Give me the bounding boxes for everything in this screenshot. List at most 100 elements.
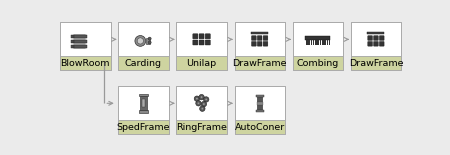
FancyBboxPatch shape bbox=[205, 34, 210, 39]
Bar bbox=[118, 22, 169, 56]
Bar bbox=[256, 110, 264, 112]
Text: Unilap: Unilap bbox=[186, 59, 216, 68]
Bar bbox=[72, 40, 86, 43]
Bar bbox=[118, 86, 169, 120]
FancyBboxPatch shape bbox=[205, 40, 210, 45]
Bar bbox=[60, 22, 111, 70]
Text: SpedFrame: SpedFrame bbox=[117, 123, 170, 132]
Bar bbox=[234, 86, 285, 134]
Bar bbox=[74, 40, 87, 43]
Bar bbox=[292, 22, 343, 56]
Bar bbox=[292, 56, 343, 70]
Bar bbox=[256, 95, 264, 97]
Bar bbox=[315, 40, 316, 45]
Circle shape bbox=[201, 101, 207, 107]
Circle shape bbox=[200, 96, 203, 98]
Bar bbox=[351, 56, 401, 70]
Bar bbox=[73, 40, 86, 43]
Text: Combing: Combing bbox=[297, 59, 339, 68]
Bar bbox=[351, 22, 401, 56]
Bar bbox=[118, 86, 169, 134]
Bar bbox=[325, 40, 327, 45]
FancyBboxPatch shape bbox=[263, 36, 268, 40]
Circle shape bbox=[203, 103, 205, 105]
FancyBboxPatch shape bbox=[374, 36, 378, 40]
Bar bbox=[73, 35, 86, 38]
Text: DrawFrame: DrawFrame bbox=[233, 59, 287, 68]
Bar bbox=[256, 102, 263, 105]
Bar bbox=[72, 35, 86, 38]
Bar bbox=[257, 96, 262, 111]
FancyBboxPatch shape bbox=[252, 36, 256, 40]
Bar bbox=[309, 40, 310, 45]
Circle shape bbox=[135, 35, 146, 46]
Circle shape bbox=[196, 101, 201, 106]
FancyBboxPatch shape bbox=[257, 42, 262, 46]
Bar bbox=[74, 35, 87, 38]
FancyBboxPatch shape bbox=[379, 36, 384, 40]
Text: AutoConer: AutoConer bbox=[234, 123, 285, 132]
Bar bbox=[351, 22, 401, 70]
Bar bbox=[307, 40, 309, 45]
FancyBboxPatch shape bbox=[199, 34, 204, 39]
Circle shape bbox=[137, 38, 144, 44]
Circle shape bbox=[196, 97, 198, 100]
Bar bbox=[311, 40, 312, 45]
Circle shape bbox=[199, 94, 204, 100]
Bar bbox=[313, 40, 314, 45]
FancyBboxPatch shape bbox=[193, 34, 198, 39]
Bar bbox=[176, 56, 227, 70]
FancyBboxPatch shape bbox=[368, 42, 373, 46]
Bar bbox=[234, 120, 285, 134]
FancyBboxPatch shape bbox=[257, 36, 262, 40]
Circle shape bbox=[203, 97, 209, 102]
Bar bbox=[139, 94, 148, 96]
Bar bbox=[329, 40, 330, 45]
Bar bbox=[234, 86, 285, 120]
Circle shape bbox=[200, 106, 205, 111]
FancyBboxPatch shape bbox=[252, 42, 256, 46]
Circle shape bbox=[148, 41, 151, 44]
Bar bbox=[73, 45, 86, 48]
Bar bbox=[176, 86, 227, 120]
Bar bbox=[146, 38, 150, 44]
FancyBboxPatch shape bbox=[374, 42, 378, 46]
Bar bbox=[176, 120, 227, 134]
Bar bbox=[324, 40, 325, 45]
Text: RingFrame: RingFrame bbox=[176, 123, 227, 132]
Bar bbox=[320, 40, 321, 45]
Circle shape bbox=[201, 108, 203, 110]
FancyBboxPatch shape bbox=[368, 36, 373, 40]
Text: BlowRoom: BlowRoom bbox=[61, 59, 110, 68]
Circle shape bbox=[194, 96, 200, 101]
Bar bbox=[140, 96, 147, 111]
Bar bbox=[251, 32, 268, 34]
Bar bbox=[176, 22, 227, 70]
Bar bbox=[118, 120, 169, 134]
Bar bbox=[234, 22, 285, 70]
Circle shape bbox=[205, 98, 207, 101]
Bar bbox=[322, 40, 323, 45]
Bar bbox=[142, 100, 145, 107]
FancyBboxPatch shape bbox=[199, 40, 204, 45]
Circle shape bbox=[148, 37, 151, 40]
Text: DrawFrame: DrawFrame bbox=[349, 59, 403, 68]
Bar bbox=[327, 40, 328, 45]
Bar bbox=[234, 56, 285, 70]
FancyBboxPatch shape bbox=[263, 42, 268, 46]
Bar bbox=[176, 22, 227, 56]
Bar bbox=[367, 32, 384, 34]
Bar bbox=[306, 40, 307, 45]
Bar bbox=[292, 22, 343, 70]
FancyBboxPatch shape bbox=[193, 40, 198, 45]
FancyBboxPatch shape bbox=[379, 42, 384, 46]
Bar bbox=[318, 40, 320, 45]
Bar bbox=[139, 110, 148, 113]
Bar bbox=[60, 56, 111, 70]
Text: Carding: Carding bbox=[125, 59, 162, 68]
Bar bbox=[72, 45, 86, 48]
Circle shape bbox=[197, 102, 200, 104]
Bar bbox=[74, 45, 87, 48]
Bar bbox=[316, 40, 318, 45]
Bar bbox=[118, 22, 169, 70]
